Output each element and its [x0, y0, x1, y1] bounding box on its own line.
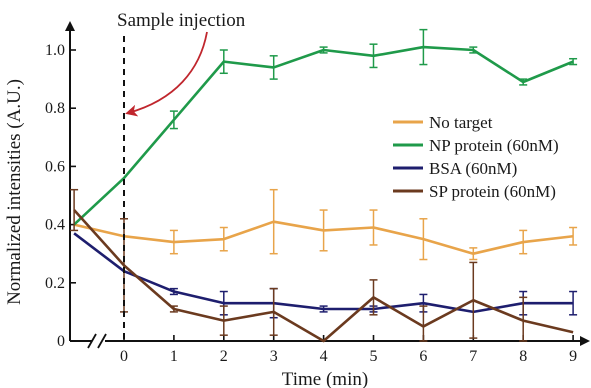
y-tick-label: 0.6 — [45, 158, 65, 175]
error-bar — [219, 49, 228, 75]
x-tick-label: 6 — [419, 348, 427, 365]
error-bar — [519, 78, 528, 86]
error-bar — [120, 218, 128, 313]
error-bar — [319, 305, 328, 313]
x-tick-label: 9 — [569, 348, 577, 365]
error-bar — [369, 279, 378, 316]
error-bar — [169, 287, 178, 296]
x-axis-label: Time (min) — [282, 369, 368, 388]
legend-label: BSA (60nM) — [429, 159, 517, 178]
error-bar — [519, 296, 528, 342]
error-bar — [469, 261, 478, 339]
y-tick-label: 0 — [57, 333, 65, 350]
error-bar — [519, 229, 528, 255]
y-tick-label: 0.2 — [45, 275, 65, 292]
series-4 — [70, 188, 574, 343]
axis-break-mark — [87, 333, 97, 349]
series-2 — [73, 28, 578, 226]
x-tick-label: 5 — [370, 348, 378, 365]
error-bar — [369, 43, 378, 69]
error-bar — [269, 188, 278, 255]
series-line — [73, 209, 574, 343]
x-tick-label: 1 — [170, 348, 178, 365]
error-bar — [369, 209, 378, 246]
error-bar — [269, 55, 278, 80]
legend-label: No target — [429, 113, 493, 132]
error-bar — [469, 46, 478, 54]
error-bar — [419, 218, 428, 261]
x-tick-label: 0 — [120, 348, 128, 365]
error-bar — [569, 290, 578, 316]
error-bar — [569, 57, 578, 66]
legend: No target NP protein (60nM) BSA (60nM) SP p… — [393, 113, 559, 201]
error-bar — [70, 188, 79, 232]
x-tick-label: 2 — [220, 348, 228, 365]
error-bar — [569, 226, 578, 246]
y-tick-label: 0.4 — [45, 217, 65, 234]
y-tick-label: 1.0 — [45, 42, 65, 59]
x-tick-label: 7 — [469, 348, 477, 365]
legend-label: SP protein (60nM) — [429, 182, 556, 201]
y-tick-label: 0.8 — [45, 100, 65, 117]
series-layer — [70, 28, 578, 343]
series-1 — [73, 188, 578, 261]
annotation-text: Sample injection — [117, 10, 246, 31]
error-bar — [169, 305, 178, 313]
annotation: Sample injection — [117, 10, 246, 341]
error-bar — [169, 110, 178, 130]
ticks: 0 0.2 0.4 0.6 0.8 1.0 0 1 2 3 4 5 6 7 8 9 — [45, 42, 577, 365]
error-bar — [169, 229, 178, 255]
x-tick-label: 4 — [320, 348, 328, 365]
error-bar — [419, 305, 428, 342]
annotation-arrow — [125, 31, 208, 117]
axis-break-mark — [97, 333, 107, 349]
legend-label: NP protein (60nM) — [429, 136, 559, 155]
error-bar — [269, 287, 278, 336]
error-bar — [219, 226, 228, 252]
x-tick-label: 3 — [270, 348, 278, 365]
y-axis-label: Normalized intensities (A.U.) — [4, 79, 25, 305]
error-bar — [319, 209, 328, 252]
error-bar — [319, 46, 328, 54]
error-bar — [219, 305, 228, 336]
error-bar — [419, 28, 428, 66]
error-bar — [469, 247, 478, 261]
x-tick-label: 8 — [519, 348, 527, 365]
